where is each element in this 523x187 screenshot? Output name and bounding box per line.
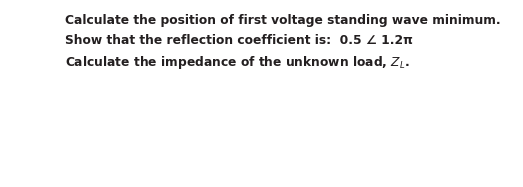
Text: Show that the reflection coefficient is:  0.5 ∠ 1.2π: Show that the reflection coefficient is:… [65,34,413,47]
Text: Calculate the impedance of the unknown load, $Z_L$.: Calculate the impedance of the unknown l… [65,54,410,71]
Text: Calculate the position of first voltage standing wave minimum.: Calculate the position of first voltage … [65,14,501,27]
